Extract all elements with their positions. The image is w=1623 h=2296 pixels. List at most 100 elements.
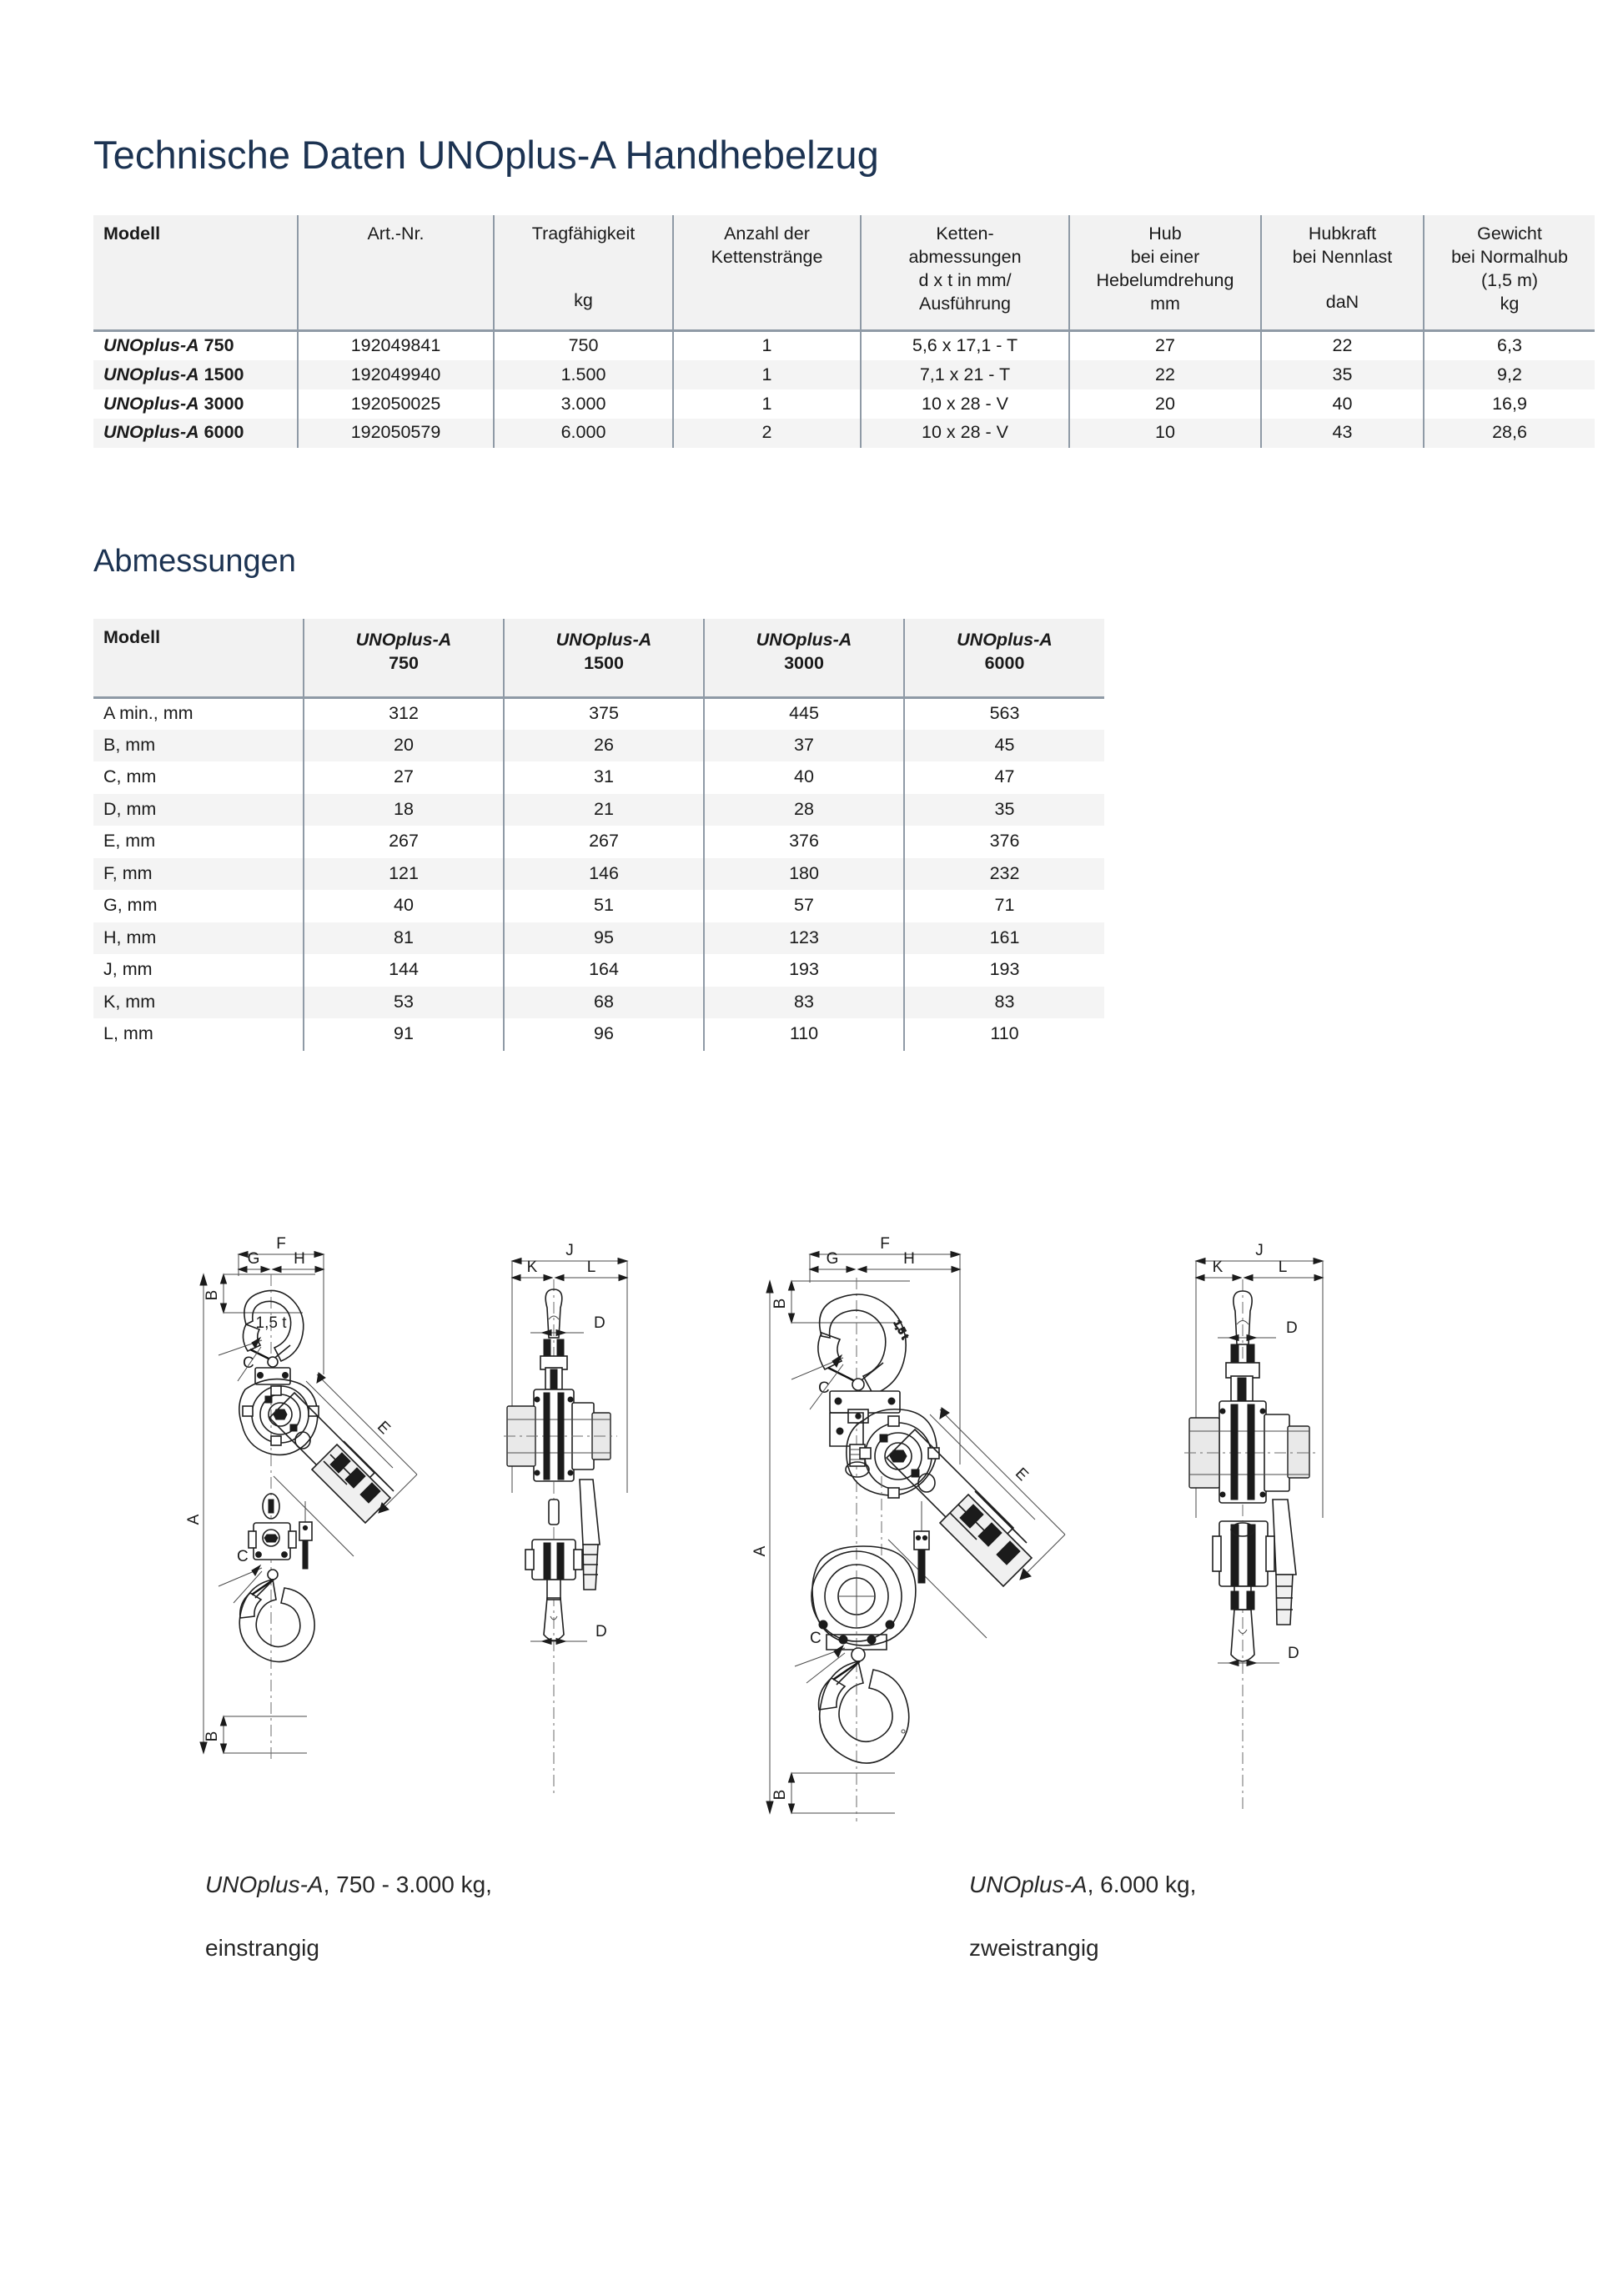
- cell-tragfaehigkeit: 1.500: [493, 360, 673, 390]
- dim-cell: 37: [703, 729, 904, 761]
- cell-modell: UNOplus-A 750: [103, 335, 234, 355]
- table-row: UNOplus-A 6000 192050579 6.000 2 10 x 28…: [93, 418, 1595, 448]
- cell-kettenabmessungen: 10 x 28 - V: [860, 418, 1069, 448]
- dim-cell: 95: [503, 922, 704, 954]
- dim-row-label: G, mm: [103, 895, 158, 916]
- drawing-side-view-two-falls: J K L D: [1183, 1242, 1366, 1826]
- cell-kettenstraenge: 1: [672, 330, 861, 361]
- cell-kettenstraenge: 2: [672, 418, 861, 448]
- cell-hub: 10: [1068, 418, 1261, 448]
- dim-cell: 28: [703, 793, 904, 826]
- dim-label-K: K: [1213, 1259, 1224, 1276]
- dim-cell: 123: [703, 922, 904, 954]
- dim-row-label: C, mm: [103, 766, 157, 787]
- col-header-kettenabmessungen: Ketten- abmessungen d x t in mm/ Ausführ…: [860, 215, 1069, 332]
- hook-capacity-marking: 1,5 t: [892, 1319, 912, 1342]
- cell-modell: UNOplus-A 3000: [103, 393, 244, 414]
- dim-cell: 96: [503, 1018, 704, 1051]
- dim-cell: 144: [303, 954, 504, 987]
- table-row: H, mm 81 95 123 161: [93, 922, 1104, 954]
- dim-cell: 121: [303, 857, 504, 890]
- dim-cell: 376: [903, 826, 1104, 858]
- dim-cell: 110: [903, 1018, 1104, 1051]
- dim-cell: 110: [703, 1018, 904, 1051]
- dim-cell: 83: [703, 986, 904, 1018]
- table-row: F, mm 121 146 180 232: [93, 857, 1104, 890]
- drawing-caption-two-falls: UNOplus-A, 6.000 kg, zweistrangig: [969, 1871, 1197, 1962]
- drawing-front-view-two-falls: A B B F: [751, 1226, 1138, 1876]
- dim-label-D-top: D: [594, 1314, 605, 1332]
- dim-cell: 47: [903, 761, 1104, 794]
- table-row: B, mm 20 26 37 45: [93, 729, 1104, 761]
- dim-cell: 83: [903, 986, 1104, 1018]
- cell-hubkraft: 43: [1260, 418, 1424, 448]
- dim-label-C-bottom: C: [237, 1548, 249, 1565]
- dim-label-B-bottom: B: [771, 1790, 789, 1801]
- dim-cell: 232: [903, 857, 1104, 890]
- dim-label-D-bottom: D: [595, 1623, 607, 1640]
- dimensions-table: Modell UNOplus-A 750 UNOplus-A 1500 UNOp…: [93, 619, 1104, 1051]
- dim-cell: 146: [503, 857, 704, 890]
- dim-label-F: F: [880, 1235, 890, 1253]
- cell-tragfaehigkeit: 750: [493, 330, 673, 361]
- dim-row-label: H, mm: [93, 922, 304, 954]
- col-header-model-3000: UNOplus-A 3000: [703, 619, 904, 699]
- dim-cell: 312: [303, 697, 504, 730]
- dim-cell: 40: [703, 761, 904, 794]
- cell-modell: UNOplus-A 1500: [93, 360, 298, 390]
- section-title-abmessungen: Abmessungen: [93, 544, 296, 579]
- table-row: C, mm 27 31 40 47: [93, 761, 1104, 794]
- dim-row-label: F, mm: [93, 857, 304, 890]
- drawing-caption-single-fall: UNOplus-A, 750 - 3.000 kg, einstrangig: [205, 1871, 492, 1962]
- col-header-kettenstraenge: Anzahl der Kettenstränge: [672, 215, 861, 332]
- dim-label-C-top: C: [818, 1379, 830, 1397]
- table-row: E, mm 267 267 376 376: [93, 826, 1104, 858]
- page-title: Technische Daten UNOplus-A Handhebelzug: [93, 133, 879, 177]
- dim-label-H: H: [903, 1250, 915, 1268]
- dim-row-label: D, mm: [93, 793, 304, 826]
- dim-label-L: L: [1279, 1259, 1288, 1276]
- cell-art-nr: 192049940: [297, 360, 494, 390]
- col-header-model-1500: UNOplus-A 1500: [503, 619, 704, 699]
- dim-label-B-top: B: [771, 1299, 789, 1309]
- dim-label-J: J: [1255, 1242, 1264, 1259]
- dim-row-label: E, mm: [103, 831, 156, 852]
- technical-drawings-area: A B B F: [0, 1226, 1623, 1885]
- dim-label-D-bottom: D: [1288, 1645, 1299, 1662]
- cell-kettenabmessungen: 7,1 x 21 - T: [860, 360, 1069, 390]
- dim-label-D-top: D: [1286, 1319, 1298, 1337]
- dim-cell: 31: [503, 761, 704, 794]
- dim-cell: 91: [303, 1018, 504, 1051]
- col-header-hub: Hub bei einer Hebelumdrehung mm: [1068, 215, 1261, 332]
- dim-cell: 180: [703, 857, 904, 890]
- table-row: UNOplus-A 1500 192049940 1.500 1 7,1 x 2…: [93, 360, 1595, 390]
- dim-label-B-bottom: B: [204, 1731, 221, 1742]
- table-row: G, mm 40 51 57 71: [93, 890, 1104, 922]
- dim-cell: 376: [703, 826, 904, 858]
- dim-cell: 57: [703, 890, 904, 922]
- cell-gewicht: 6,3: [1423, 330, 1595, 361]
- dim-label-J: J: [565, 1242, 574, 1259]
- dim-cell: 40: [303, 890, 504, 922]
- table-row: K, mm 53 68 83 83: [93, 986, 1104, 1018]
- dim-cell: 68: [503, 986, 704, 1018]
- cell-hub: 22: [1068, 360, 1261, 390]
- dim-label-H: H: [294, 1250, 305, 1268]
- col-header-gewicht: Gewicht bei Normalhub (1,5 m) kg: [1423, 215, 1595, 332]
- table-header-row: Modell UNOplus-A 750 UNOplus-A 1500 UNOp…: [93, 619, 1104, 699]
- dim-label-G: G: [248, 1250, 260, 1268]
- cell-hubkraft: 40: [1260, 389, 1424, 419]
- dim-label-E: E: [1012, 1465, 1032, 1485]
- col-header-model-6000: UNOplus-A 6000: [903, 619, 1104, 699]
- cell-tragfaehigkeit: 6.000: [493, 418, 673, 448]
- col-header-tragfaehigkeit: Tragfähigkeit kg: [493, 215, 673, 332]
- dim-label-L: L: [587, 1259, 596, 1276]
- drawing-side-view-single-fall: J K L D: [500, 1242, 667, 1810]
- dim-label-G: G: [827, 1250, 839, 1268]
- dim-label-C-bottom: C: [810, 1630, 822, 1647]
- dim-cell: 161: [903, 922, 1104, 954]
- cell-hubkraft: 22: [1260, 330, 1424, 361]
- dim-cell: 445: [703, 697, 904, 730]
- dim-row-label: K, mm: [93, 986, 304, 1018]
- table-row: J, mm 144 164 193 193: [93, 954, 1104, 987]
